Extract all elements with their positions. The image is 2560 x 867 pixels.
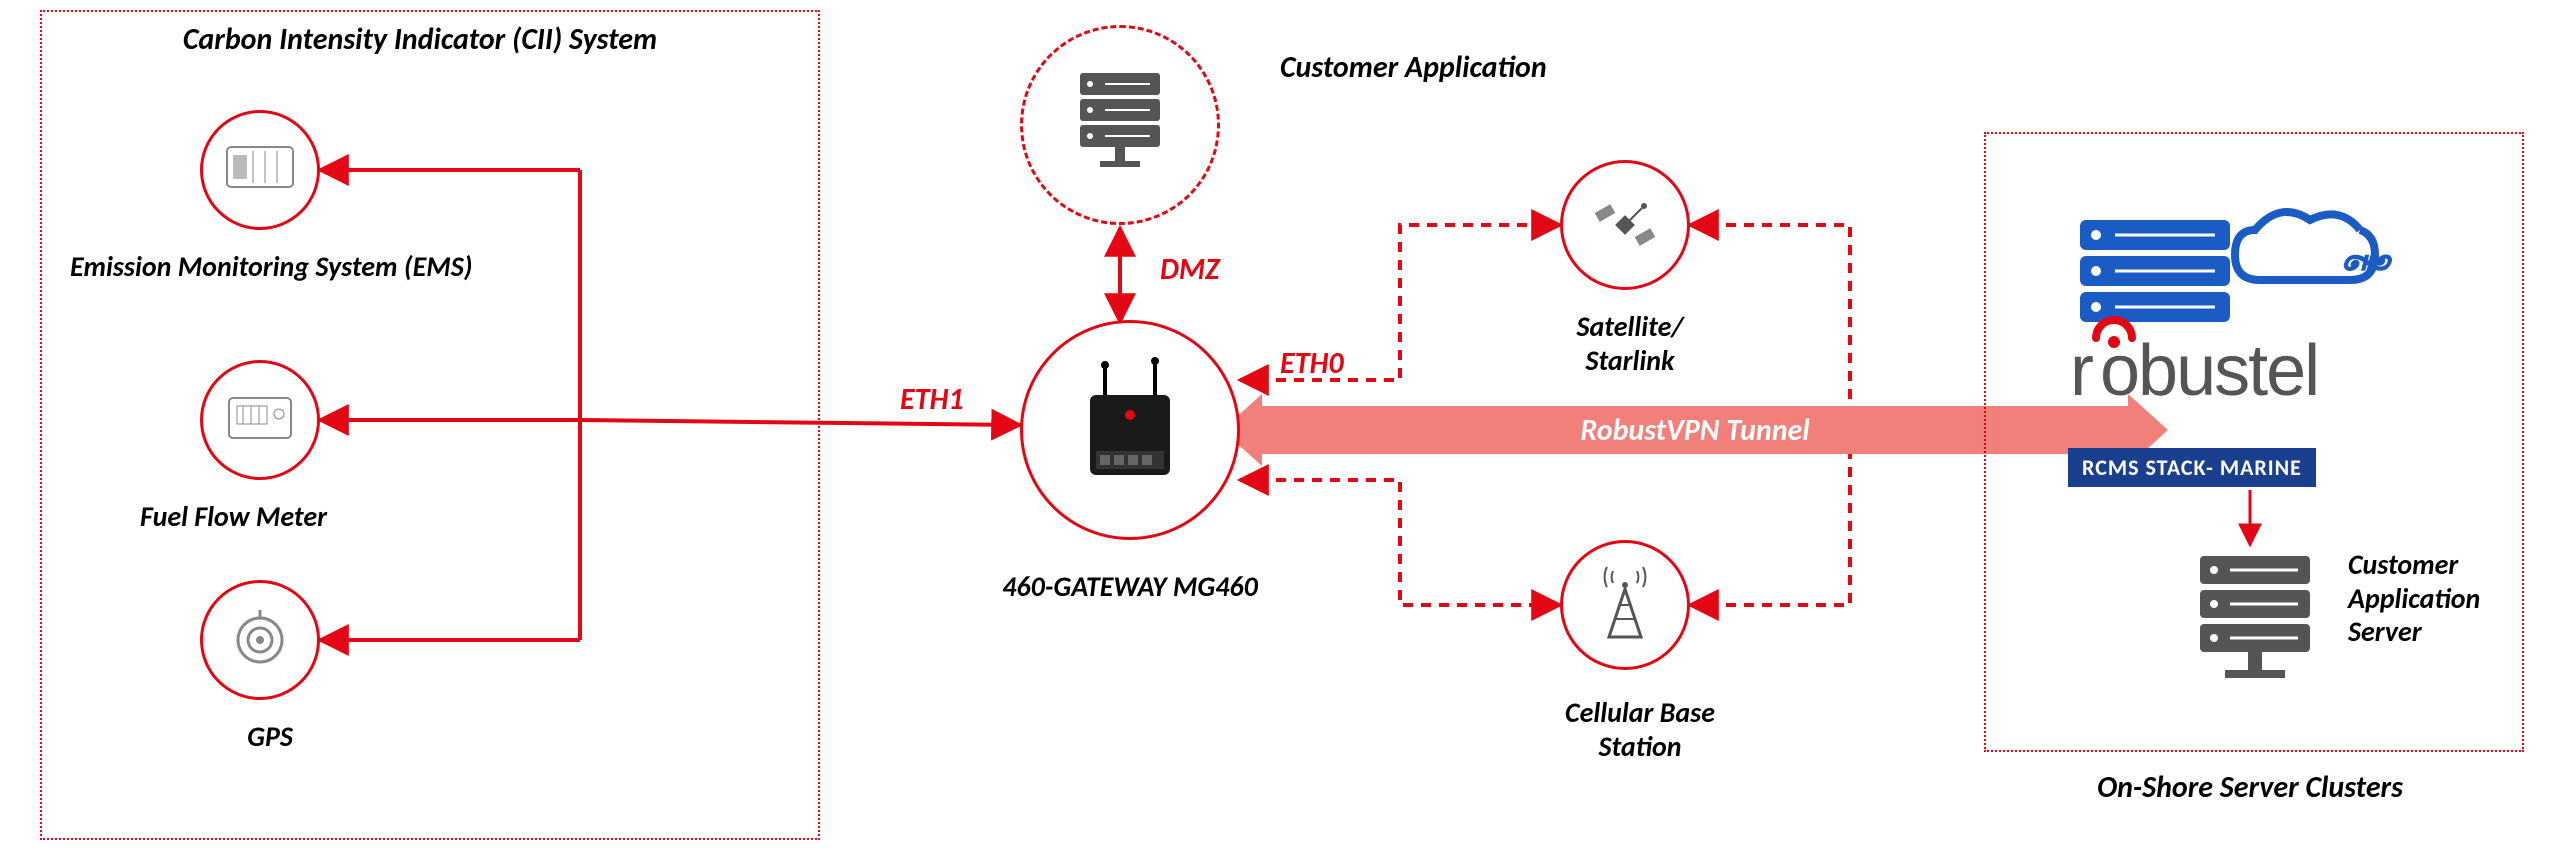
eth1-label: ETH1: [900, 382, 964, 418]
rcms-badge: RCMS STACK- MARINE: [2068, 448, 2316, 487]
fuel-meter-icon: [225, 392, 295, 448]
fuel-node: [200, 360, 320, 480]
app-server-icon: [2180, 548, 2330, 698]
ems-label: Emission Monitoring System (EMS): [70, 250, 500, 284]
satellite-label: Satellite/ Starlink: [1555, 310, 1705, 377]
svg-text:r: r: [2070, 331, 2093, 411]
svg-text:obustel: obustel: [2100, 331, 2318, 411]
svg-text:꘏: ꘏: [2340, 227, 2393, 283]
gps-icon: [228, 608, 292, 672]
customer-app-node: [1020, 25, 1220, 225]
app-server-label: Customer Application Server: [2348, 548, 2518, 649]
gateway-device-icon: [1060, 355, 1200, 505]
satellite-node: [1560, 160, 1690, 290]
gateway-label: 460-GATEWAY MG460: [1000, 570, 1260, 604]
gateway-node: [1020, 320, 1240, 540]
gps-node: [200, 580, 320, 700]
dmz-label: DMZ: [1160, 252, 1219, 288]
vpn-tunnel-label: RobustVPN Tunnel: [1580, 412, 1809, 449]
cii-system-box: [40, 10, 820, 840]
ems-icon: [225, 145, 295, 195]
satellite-icon: [1590, 190, 1660, 260]
fuel-label: Fuel Flow Meter: [140, 500, 380, 534]
onshore-title: On-Shore Server Clusters: [2060, 770, 2440, 806]
cii-title: Carbon Intensity Indicator (CII) System: [120, 22, 720, 58]
server-rack-icon: [1060, 65, 1180, 185]
gps-label: GPS: [230, 720, 310, 754]
cellular-node: [1560, 540, 1690, 670]
eth0-label: ETH0: [1280, 346, 1344, 382]
customer-app-label: Customer Application: [1280, 50, 1630, 86]
robustel-logo: ꘏ r obustel: [2040, 200, 2460, 440]
ems-node: [200, 110, 320, 230]
cellular-label: Cellular Base Station: [1540, 696, 1740, 763]
cell-tower-icon: [1585, 565, 1665, 645]
